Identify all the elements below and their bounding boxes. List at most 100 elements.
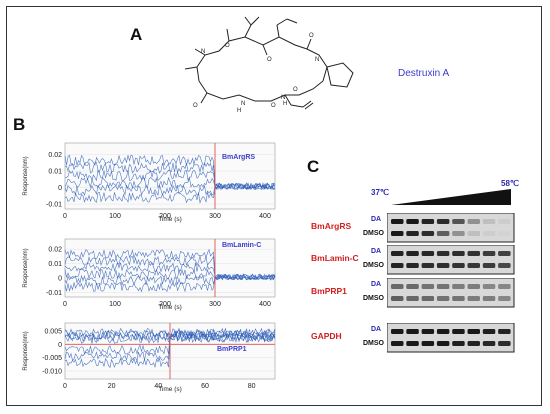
blot-band [498, 341, 511, 346]
svg-text:O: O [193, 103, 198, 109]
blot-gene-label: BmArgRS [311, 221, 352, 231]
blot-band [391, 251, 404, 256]
svg-text:N: N [315, 57, 319, 63]
blot-band [482, 284, 496, 289]
blot-image [387, 278, 515, 308]
plot-protein-label: BmPRP1 [217, 346, 247, 353]
svg-text:N: N [201, 49, 205, 55]
svg-text:N: N [281, 95, 285, 101]
blot-band [391, 219, 404, 224]
y-tick-label: 0.01 [48, 169, 62, 176]
data-series-trace [64, 161, 276, 191]
blot-band [436, 263, 450, 268]
blot-band [452, 341, 465, 346]
blot-band [467, 296, 480, 301]
blot-band [406, 341, 419, 346]
svg-text:O: O [309, 33, 314, 39]
data-series-trace [64, 262, 276, 281]
blot-image [387, 213, 515, 243]
y-tick-label: 0.02 [48, 247, 62, 254]
x-axis-label: Time (s) [158, 304, 182, 311]
x-tick-label: 200 [159, 213, 171, 220]
blot-band [421, 263, 435, 268]
blot-band [482, 231, 496, 236]
svg-text:O: O [267, 57, 272, 63]
blot-lane-label: DMSO [363, 230, 384, 237]
y-tick-label: 0 [58, 276, 62, 283]
blot-band [406, 296, 419, 301]
y-tick-label: 0.005 [44, 329, 62, 336]
blot-lane-label: DA [371, 326, 382, 333]
blot-band [391, 231, 404, 236]
blot-lane-label: DA [371, 281, 382, 288]
x-tick-label: 80 [248, 383, 256, 390]
x-tick-label: 0 [63, 213, 67, 220]
blot-band [467, 284, 480, 289]
blot-band [436, 296, 450, 301]
blot-band [436, 251, 450, 256]
data-series-trace [64, 183, 276, 204]
blot-band [391, 296, 404, 301]
blot-frame [387, 213, 515, 243]
y-tick-label: 0 [58, 342, 62, 349]
blot-band [498, 329, 511, 334]
blot-band [421, 284, 435, 289]
chemical-structure: O O O O N H O O N N N H [184, 16, 354, 113]
y-tick-label: 0.02 [48, 152, 62, 159]
blot-band [436, 329, 450, 334]
x-tick-label: 0 [63, 383, 67, 390]
blot-band [421, 231, 435, 236]
blot-band [498, 219, 511, 224]
svg-text:H: H [283, 101, 287, 107]
blot-band [498, 284, 511, 289]
blot-band [467, 219, 480, 224]
blot-band [482, 296, 496, 301]
y-axis-label: Response(nm) [23, 331, 29, 370]
blot-band [391, 329, 404, 334]
blot-image [387, 323, 515, 353]
blot-band [436, 231, 450, 236]
blot-band [482, 341, 496, 346]
svg-text:N: N [241, 101, 245, 107]
plot-protein-label: BmLamin-C [222, 242, 261, 249]
blot-image [387, 245, 515, 275]
x-tick-label: 0 [63, 301, 67, 308]
blot-band [406, 231, 419, 236]
panel-b-letter: B [13, 115, 26, 134]
blot-band [406, 251, 419, 256]
data-series-trace [64, 182, 276, 197]
blot-band [498, 251, 511, 256]
blot-band [391, 284, 404, 289]
y-tick-label: -0.010 [42, 369, 62, 376]
svg-text:O: O [293, 87, 298, 93]
temp-high-label: 58℃ [501, 179, 519, 188]
blot-band [452, 231, 465, 236]
blot-band [467, 231, 480, 236]
x-tick-label: 300 [209, 213, 221, 220]
blot-band [436, 341, 450, 346]
x-tick-label: 100 [109, 213, 121, 220]
x-tick-label: 100 [109, 301, 121, 308]
blot-band [452, 296, 465, 301]
blot-band [421, 341, 435, 346]
x-tick-label: 300 [209, 301, 221, 308]
blot-band [467, 341, 480, 346]
blot-band [436, 284, 450, 289]
plot-protein-label: BmArgRS [222, 154, 255, 161]
svg-text:O: O [271, 103, 276, 109]
blot-frame [387, 323, 515, 353]
blot-band [467, 329, 480, 334]
y-axis-label: Response(nm) [23, 156, 29, 195]
blot-lane-label: DMSO [363, 295, 384, 302]
x-axis-label: Time (s) [158, 216, 182, 223]
panel-c-letter: C [307, 157, 320, 176]
data-series-trace [64, 154, 276, 191]
data-series-trace [64, 255, 276, 282]
blot-frame [387, 278, 515, 308]
data-series-trace [64, 268, 276, 280]
x-axis-label: Time (s) [158, 386, 182, 393]
blot-band [436, 219, 450, 224]
